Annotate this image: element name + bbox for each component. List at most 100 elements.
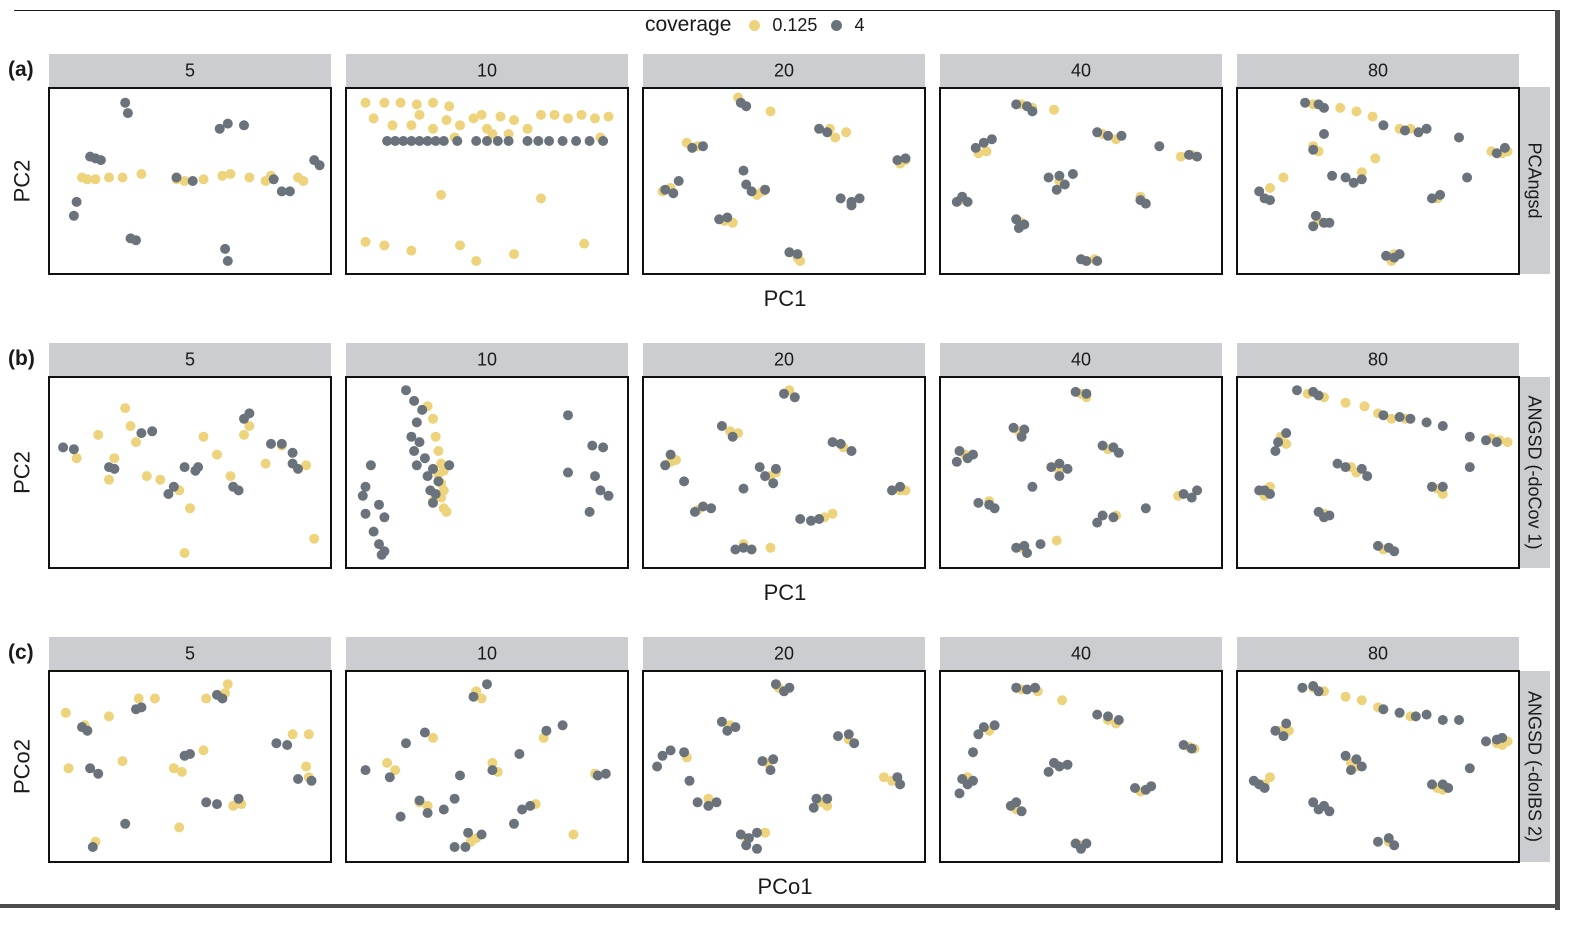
point-coverage-0125 [1281, 438, 1292, 449]
facet-strip-label: 40 [1071, 61, 1091, 81]
point-coverage-0125 [260, 458, 271, 469]
panel-label: (c) [8, 641, 34, 664]
point-coverage-0125 [179, 548, 190, 558]
point-coverage-4 [1043, 766, 1054, 777]
point-coverage-4 [287, 458, 298, 469]
point-coverage-4 [525, 800, 536, 811]
point-coverage-4 [360, 765, 371, 776]
point-coverage-0125 [1057, 695, 1068, 706]
y-axis-label: PC2 [10, 160, 35, 203]
point-coverage-0125 [131, 437, 141, 448]
point-coverage-0125 [1265, 772, 1275, 783]
point-coverage-4 [163, 489, 174, 499]
point-coverage-4 [665, 449, 676, 460]
point-coverage-0125 [136, 169, 147, 179]
point-coverage-4 [1054, 761, 1065, 772]
point-coverage-0125 [360, 236, 371, 247]
bottom-rule [0, 904, 1560, 908]
point-coverage-4 [716, 716, 727, 727]
point-coverage-4 [438, 804, 449, 815]
point-coverage-4 [449, 842, 460, 852]
point-coverage-4 [689, 506, 700, 517]
point-coverage-0125 [1351, 106, 1362, 117]
point-coverage-4 [1348, 177, 1359, 188]
point-coverage-4 [1130, 783, 1140, 793]
point-coverage-4 [406, 136, 417, 146]
point-coverage-4 [514, 749, 525, 759]
point-coverage-4 [1062, 463, 1073, 474]
point-coverage-4 [509, 818, 519, 829]
facet-1-10: 10 [345, 54, 629, 275]
point-coverage-4 [854, 193, 865, 204]
point-coverage-4 [673, 176, 684, 186]
point-coverage-4 [233, 793, 244, 804]
point-coverage-4 [557, 720, 568, 731]
facet-3-20: 20 [642, 637, 926, 863]
point-coverage-4 [85, 763, 96, 774]
point-coverage-4 [422, 471, 433, 482]
point-coverage-0125 [568, 829, 579, 840]
point-coverage-0125 [125, 421, 136, 431]
point-coverage-4 [414, 437, 425, 448]
legend: coverage 0.125 4 [645, 12, 878, 38]
point-coverage-4 [1462, 172, 1473, 183]
point-coverage-4 [193, 462, 204, 473]
point-coverage-0125 [455, 240, 465, 251]
point-coverage-0125 [141, 471, 152, 482]
point-coverage-4 [1351, 754, 1362, 765]
point-coverage-4 [217, 693, 228, 704]
point-coverage-0125 [360, 97, 371, 108]
point-coverage-4 [1092, 709, 1103, 720]
facet-strip [49, 54, 331, 87]
point-coverage-4 [1300, 97, 1311, 108]
point-coverage-4 [795, 514, 806, 524]
point-coverage-4 [87, 842, 98, 852]
chart-row-3: (c) PCo2 PCo1 ANGSD (-doIBS 2) 5 10 20 40 80 [8, 637, 1550, 899]
point-coverage-0125 [1359, 401, 1370, 412]
point-coverage-0125 [703, 793, 714, 804]
point-coverage-4 [1054, 471, 1065, 482]
point-coverage-4 [379, 512, 390, 523]
point-coverage-4 [68, 210, 79, 221]
point-coverage-4 [652, 761, 663, 772]
point-coverage-0125 [77, 172, 87, 183]
point-coverage-4 [1499, 142, 1510, 153]
point-coverage-4 [1413, 127, 1424, 138]
point-coverage-4 [843, 729, 854, 740]
point-coverage-0125 [287, 729, 298, 740]
point-coverage-4 [660, 460, 671, 471]
point-coverage-0125 [301, 460, 312, 471]
point-coverage-4 [428, 463, 438, 474]
point-coverage-0125 [244, 172, 255, 183]
point-coverage-4 [406, 431, 417, 442]
point-coverage-4 [1437, 715, 1448, 725]
point-coverage-4 [978, 722, 989, 733]
method-strip [1519, 377, 1550, 568]
facet-1-40: 40 [939, 54, 1223, 275]
point-coverage-4 [58, 442, 69, 453]
facet-strip [1237, 54, 1519, 87]
point-coverage-4 [1319, 129, 1329, 139]
point-coverage-4 [1092, 256, 1103, 266]
point-coverage-0125 [487, 757, 498, 768]
point-coverage-4 [978, 137, 989, 148]
facet-panel [1236, 87, 1520, 275]
point-coverage-4 [374, 499, 384, 510]
point-coverage-0125 [225, 169, 236, 179]
point-coverage-4 [168, 481, 179, 492]
point-coverage-4 [422, 808, 433, 818]
point-coverage-0125 [149, 693, 160, 704]
facet-strip-label: 20 [774, 61, 794, 81]
point-coverage-4 [1437, 481, 1448, 492]
point-coverage-4 [692, 797, 703, 808]
point-coverage-4 [951, 196, 962, 207]
facet-strip [1237, 343, 1519, 376]
point-coverage-4 [1178, 489, 1189, 499]
point-coverage-4 [1421, 417, 1432, 428]
point-coverage-4 [476, 829, 487, 840]
point-coverage-4 [492, 136, 503, 146]
facet-panel [345, 376, 629, 569]
point-coverage-0125 [117, 756, 128, 767]
point-coverage-4 [1308, 221, 1319, 232]
point-coverage-4 [698, 141, 708, 152]
